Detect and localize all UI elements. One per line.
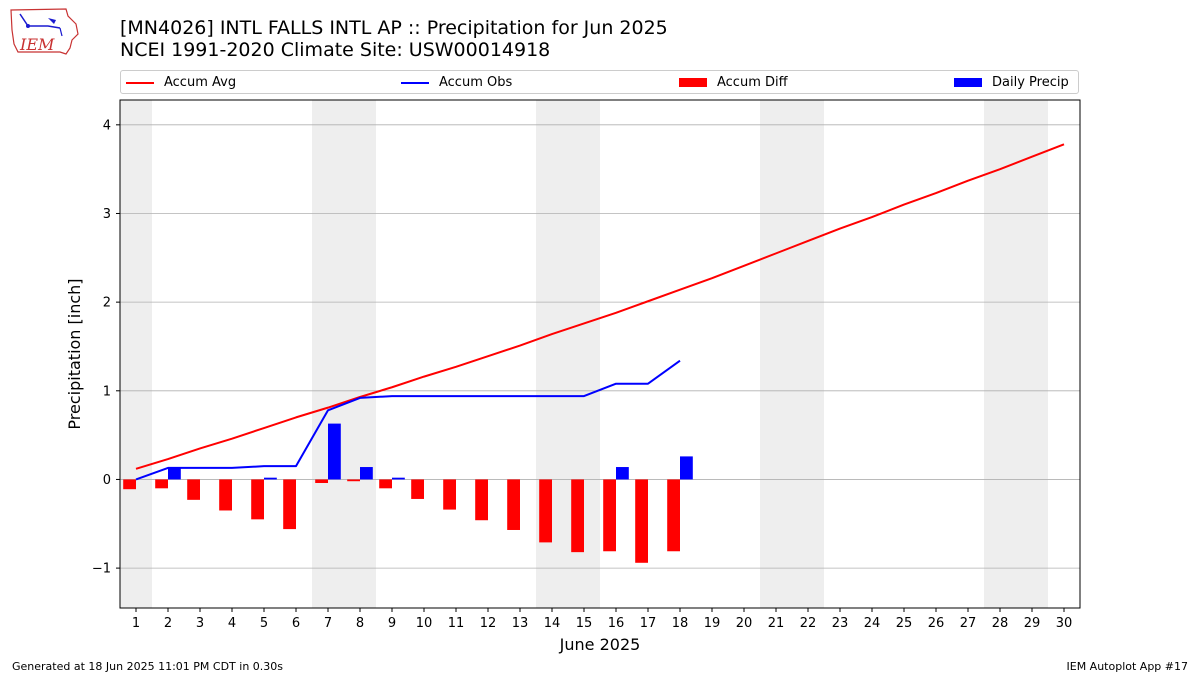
logo-text: IEM	[19, 35, 55, 54]
x-tick-label: 16	[608, 616, 625, 631]
legend-swatch-accum-diff	[679, 78, 707, 87]
x-tick-label: 17	[640, 616, 657, 631]
legend-label-accum-avg: Accum Avg	[164, 75, 237, 90]
accum-diff-bar	[379, 479, 392, 489]
x-tick-label: 3	[196, 616, 204, 631]
legend-swatch-accum-avg	[126, 81, 154, 84]
legend-label-accum-diff: Accum Diff	[717, 75, 788, 90]
x-tick-label: 30	[1056, 616, 1073, 631]
chart-title: [MN4026] INTL FALLS INTL AP :: Precipita…	[120, 17, 668, 61]
x-tick-label: 7	[324, 616, 332, 631]
x-tick-label: 6	[292, 616, 300, 631]
y-axis-label: Precipitation [inch]	[65, 278, 84, 429]
accum-diff-bar	[475, 479, 488, 521]
legend-label-accum-obs: Accum Obs	[439, 75, 513, 90]
daily-precip-bar	[616, 467, 629, 480]
accum-diff-bar	[411, 479, 424, 499]
legend-item-daily-precip: Daily Precip	[954, 74, 1069, 92]
x-tick-label: 25	[896, 616, 913, 631]
weekend-shade-2	[312, 100, 376, 608]
x-tick-label: 24	[864, 616, 881, 631]
weekend-shade-4	[760, 100, 824, 608]
x-tick-label: 10	[416, 616, 433, 631]
app-credit: IEM Autoplot App #17	[1066, 660, 1189, 673]
legend-swatch-daily-precip	[954, 78, 982, 87]
title-line-2: NCEI 1991-2020 Climate Site: USW00014918	[120, 39, 551, 61]
daily-precip-bar	[264, 477, 277, 480]
y-tick-label: 2	[103, 296, 111, 311]
legend-label-daily-precip: Daily Precip	[992, 75, 1069, 90]
bar-series	[123, 423, 693, 563]
x-tick-label: 2	[164, 616, 172, 631]
x-tick-label: 1	[132, 616, 140, 631]
plot-frame	[119, 99, 1081, 609]
x-tick-label: 4	[228, 616, 236, 631]
accum-obs-line	[135, 359, 681, 481]
daily-precip-bar	[168, 467, 181, 480]
accum-diff-bar	[123, 479, 136, 490]
accum-diff-bar	[347, 479, 360, 482]
legend-swatch-accum-obs	[401, 81, 429, 84]
x-tick-label: 14	[544, 616, 561, 631]
x-tick-label: 21	[768, 616, 785, 631]
y-tick-label: 0	[103, 473, 111, 488]
x-tick-label: 27	[960, 616, 977, 631]
iem-logo: IEM	[8, 6, 80, 60]
x-tick-label: 8	[356, 616, 364, 631]
y-tick-label: 3	[103, 207, 111, 222]
accum-diff-bar	[155, 479, 168, 489]
x-tick-label: 13	[512, 616, 529, 631]
accum-diff-bar	[251, 479, 264, 520]
line-series	[135, 143, 1065, 481]
accum-diff-bar	[667, 479, 680, 552]
accum-diff-bar	[539, 479, 552, 543]
accum-diff-bar	[635, 479, 648, 563]
accum-diff-bar	[507, 479, 520, 530]
x-tick-label: 26	[928, 616, 945, 631]
y-tick-label: −1	[92, 562, 111, 577]
title-line-1: [MN4026] INTL FALLS INTL AP :: Precipita…	[120, 17, 668, 39]
accum-diff-bar	[571, 479, 584, 553]
x-tick-label: 19	[704, 616, 721, 631]
accum-diff-bar	[315, 479, 328, 483]
daily-precip-bar	[328, 423, 341, 480]
legend-item-accum-obs: Accum Obs	[401, 74, 512, 92]
accum-avg-line	[135, 143, 1065, 470]
x-tick-label: 28	[992, 616, 1009, 631]
legend-item-accum-diff: Accum Diff	[679, 74, 788, 92]
x-tick-label: 18	[672, 616, 689, 631]
accum-diff-bar	[283, 479, 296, 530]
legend-item-accum-avg: Accum Avg	[126, 74, 236, 92]
x-tick-label: 23	[832, 616, 849, 631]
x-tick-label: 22	[800, 616, 817, 631]
accum-diff-bar	[603, 479, 616, 552]
weekend-shade-5	[984, 100, 1048, 608]
generated-timestamp: Generated at 18 Jun 2025 11:01 PM CDT in…	[12, 660, 284, 673]
accum-diff-bar	[219, 479, 232, 511]
chart-legend: Accum Avg Accum Obs Accum Diff Daily Pre…	[120, 70, 1079, 94]
x-tick-label: 29	[1024, 616, 1041, 631]
x-tick-label: 5	[260, 616, 268, 631]
weekend-shade-1	[120, 100, 152, 608]
x-tick-label: 12	[480, 616, 497, 631]
x-tick-label: 11	[448, 616, 465, 631]
accum-diff-bar	[443, 479, 456, 510]
daily-precip-bar	[392, 477, 405, 480]
x-tick-label: 15	[576, 616, 593, 631]
iowa-state-outline-logo: IEM	[10, 8, 79, 55]
daily-precip-bar	[680, 456, 693, 480]
x-tick-label: 20	[736, 616, 753, 631]
y-tick-label: 1	[103, 384, 111, 399]
x-tick-label: 9	[388, 616, 396, 631]
daily-precip-bar	[360, 467, 373, 480]
x-axis-label: June 2025	[559, 635, 641, 654]
y-tick-label: 4	[103, 118, 111, 133]
accum-diff-bar	[187, 479, 200, 500]
